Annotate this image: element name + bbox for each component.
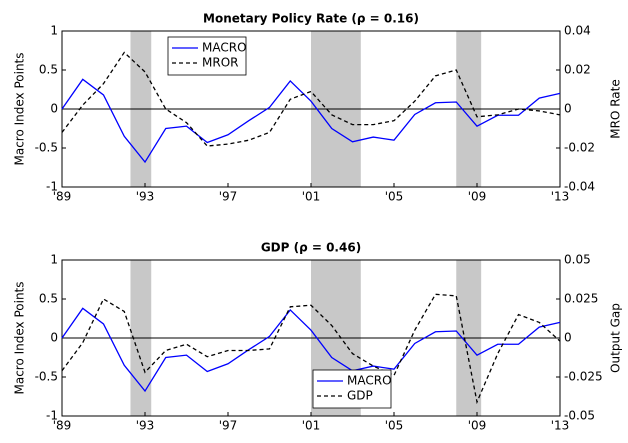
y2-tick-label: -0.04 <box>564 180 595 194</box>
y2-tick-label: -0.02 <box>564 141 595 155</box>
data-line <box>61 307 561 393</box>
legend-label: GDP <box>347 389 373 403</box>
y-tick-label: 1 <box>50 253 58 267</box>
legend-box <box>167 36 247 76</box>
subplot: GDP (ρ = 0.46) Macro Index Points Output G… <box>13 241 623 433</box>
y2-tick-label: -0.025 <box>564 370 603 384</box>
x-tick-label: '01 <box>302 190 321 204</box>
y-tick-label: 0.5 <box>39 63 58 77</box>
y2-tick-label: 0 <box>564 102 572 116</box>
x-tick-label: '97 <box>219 190 238 204</box>
subplot: Monetary Policy Rate (ρ = 0.16) Macro Ind… <box>13 12 623 204</box>
y-axis-label: Macro Index Points <box>13 52 27 165</box>
x-tick-label: '93 <box>136 190 155 204</box>
y-tick-label: -1 <box>46 180 58 194</box>
y2-tick-label: 0.025 <box>564 292 598 306</box>
x-tick-label: '13 <box>551 190 570 204</box>
chart-title: Monetary Policy Rate (ρ = 0.16) <box>203 12 419 26</box>
x-tick-label: '89 <box>53 419 72 433</box>
y2-tick-label: 0.02 <box>564 63 591 77</box>
y-tick-label: -0.5 <box>35 370 58 384</box>
legend-box <box>312 369 392 409</box>
legend-label: MROR <box>202 56 238 70</box>
y2-tick-label: -0.05 <box>564 409 595 423</box>
y2-tick-label: 0.04 <box>564 24 591 38</box>
x-tick-label: '97 <box>219 419 238 433</box>
x-tick-label: '05 <box>385 419 404 433</box>
x-tick-label: '05 <box>385 190 404 204</box>
data-line <box>61 51 561 147</box>
x-tick-label: '09 <box>468 190 487 204</box>
data-line <box>61 293 561 405</box>
y-tick-label: 0.5 <box>39 292 58 306</box>
legend-label: MACRO <box>347 374 392 388</box>
y-tick-label: -1 <box>46 409 58 423</box>
y2-axis-label: Output Gap <box>609 303 623 373</box>
y2-tick-label: 0.05 <box>564 253 591 267</box>
y-tick-label: 0 <box>50 102 58 116</box>
legend-label: MACRO <box>202 41 247 55</box>
x-tick-label: '09 <box>468 419 487 433</box>
y-tick-label: 0 <box>50 331 58 345</box>
x-tick-label: '93 <box>136 419 155 433</box>
y-tick-label: 1 <box>50 24 58 38</box>
x-tick-label: '01 <box>302 419 321 433</box>
chart-title: GDP (ρ = 0.46) <box>261 241 361 255</box>
y2-axis-label: MRO Rate <box>609 79 623 138</box>
x-tick-label: '13 <box>551 419 570 433</box>
y-tick-label: -0.5 <box>35 141 58 155</box>
y2-tick-label: 0 <box>564 331 572 345</box>
data-line <box>61 78 561 164</box>
y-axis-label: Macro Index Points <box>13 281 27 394</box>
x-tick-label: '89 <box>53 190 72 204</box>
